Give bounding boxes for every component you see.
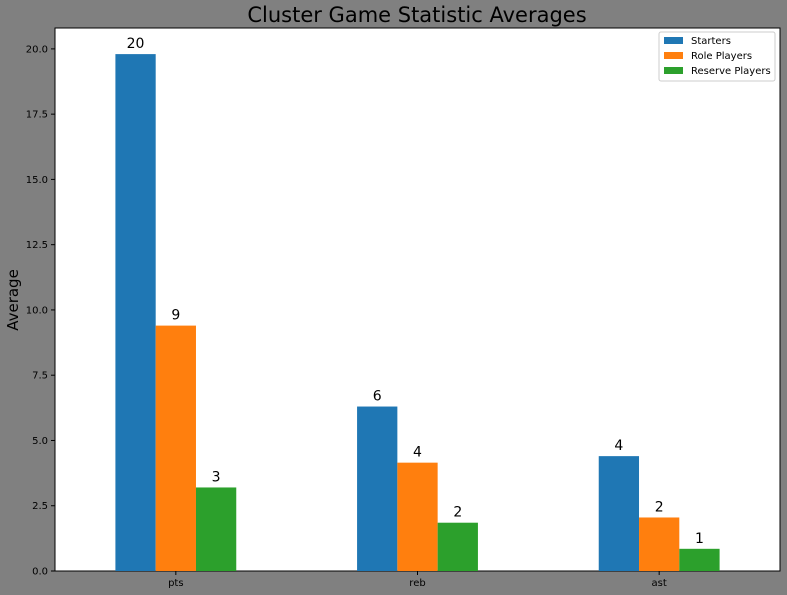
y-tick-label: 7.5 bbox=[32, 371, 48, 382]
bar-value-label: 2 bbox=[655, 499, 664, 515]
x-axis: pts reb ast bbox=[168, 571, 667, 589]
y-tick-label: 5.0 bbox=[32, 436, 48, 447]
y-tick-label: 0.0 bbox=[32, 567, 48, 578]
bar-value-label: 3 bbox=[212, 469, 221, 485]
bar-role-players-pts bbox=[155, 325, 196, 571]
bar-starters-reb bbox=[357, 406, 398, 571]
legend-label: Starters bbox=[691, 36, 731, 47]
y-tick-label: 15.0 bbox=[26, 175, 48, 186]
bar-starters-pts bbox=[115, 54, 156, 571]
y-tick-label: 17.5 bbox=[26, 110, 48, 121]
bar-value-label: 4 bbox=[614, 438, 623, 454]
bar-labels-group: 20 9 3 6 4 2 4 2 1 bbox=[127, 36, 704, 547]
bar-value-label: 9 bbox=[171, 308, 180, 324]
legend-swatch bbox=[664, 52, 683, 59]
legend-swatch bbox=[664, 67, 683, 74]
x-tick-label: reb bbox=[409, 578, 425, 589]
bar-value-label: 6 bbox=[373, 389, 382, 405]
y-axis-label: Average bbox=[4, 269, 22, 331]
x-tick-label: ast bbox=[652, 578, 667, 589]
y-tick-label: 10.0 bbox=[26, 305, 48, 316]
y-axis: 0.0 2.5 5.0 7.5 10.0 12.5 15.0 17.5 20.0 bbox=[26, 44, 55, 578]
legend: Starters Role Players Reserve Players bbox=[658, 31, 776, 82]
chart-title: Cluster Game Statistic Averages bbox=[247, 3, 586, 27]
bar-value-label: 1 bbox=[695, 531, 704, 547]
y-tick-label: 12.5 bbox=[26, 240, 48, 251]
y-tick-label: 20.0 bbox=[26, 44, 48, 55]
bar-value-label: 2 bbox=[453, 505, 462, 521]
legend-box bbox=[658, 31, 776, 82]
bar-role-players-reb bbox=[397, 462, 438, 571]
legend-label: Reserve Players bbox=[691, 66, 771, 77]
bar-reserve-players-pts bbox=[195, 487, 237, 571]
legend-label: Role Players bbox=[691, 51, 752, 62]
y-tick-label: 2.5 bbox=[32, 501, 48, 512]
x-tick-label: pts bbox=[168, 578, 183, 589]
bar-value-label: 4 bbox=[413, 445, 422, 461]
legend-swatch bbox=[664, 37, 683, 44]
bars-group bbox=[115, 54, 720, 571]
bar-role-players-ast bbox=[639, 517, 680, 571]
bar-reserve-players-reb bbox=[437, 522, 478, 571]
bar-starters-ast bbox=[598, 456, 640, 571]
bar-value-label: 20 bbox=[127, 36, 145, 52]
bar-reserve-players-ast bbox=[679, 548, 720, 571]
